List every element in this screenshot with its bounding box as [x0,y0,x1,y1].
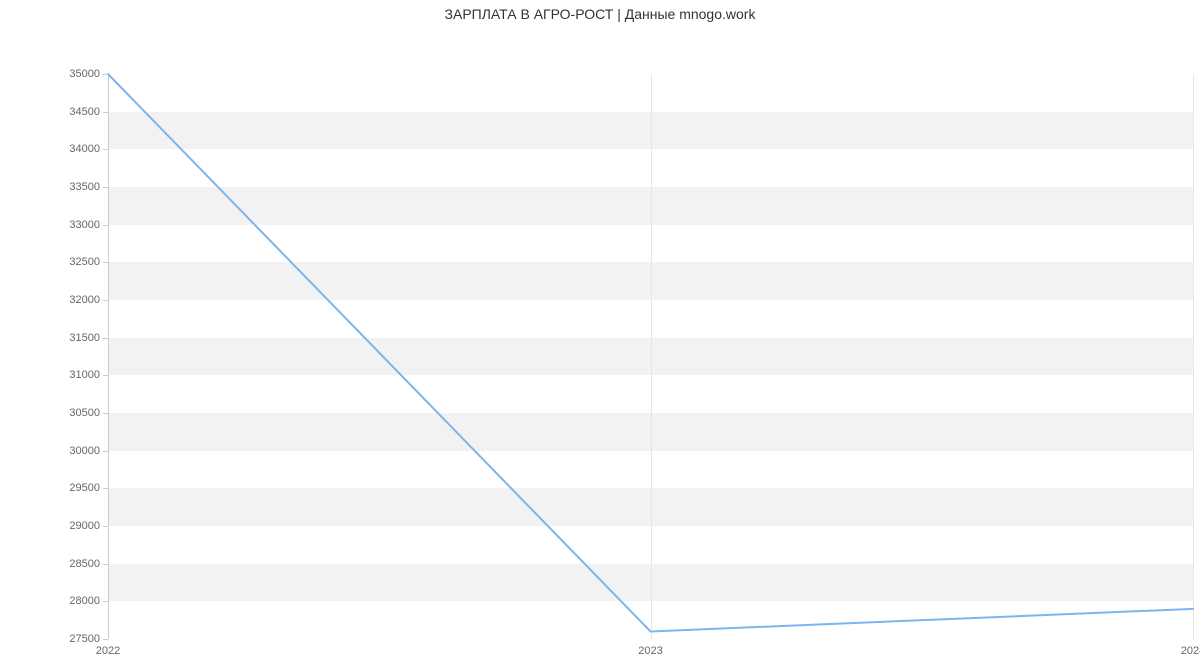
x-tick-label: 2022 [96,645,120,657]
y-tick-label: 32500 [69,256,100,268]
y-tick-mark [103,413,108,414]
y-tick-label: 34000 [69,143,100,155]
y-tick-mark [103,488,108,489]
y-tick-label: 33000 [69,219,100,231]
chart-container: 27500 28000 28500 29000 29500 30000 30500 31000… [0,26,1200,656]
y-tick-mark [103,601,108,602]
y-tick-mark [103,187,108,188]
y-tick-mark [103,338,108,339]
x-tick-label: 2023 [638,645,662,657]
y-tick-mark [103,112,108,113]
y-tick-label: 31500 [69,332,100,344]
y-tick-label: 29500 [69,482,100,494]
y-tick-label: 28500 [69,558,100,570]
y-tick-label: 35000 [69,68,100,80]
y-tick-mark [103,262,108,263]
chart-title: ЗАРПЛАТА В АГРО-РОСТ | Данные mnogo.work [0,0,1200,26]
y-tick-label: 34500 [69,106,100,118]
y-tick-label: 33500 [69,181,100,193]
y-tick-mark [103,300,108,301]
y-tick-mark [103,639,108,640]
x-gridline [1193,74,1194,639]
y-tick-mark [103,225,108,226]
line-series-layer [108,74,1193,639]
y-tick-label: 32000 [69,294,100,306]
y-tick-mark [103,526,108,527]
y-tick-mark [103,375,108,376]
y-tick-mark [103,149,108,150]
y-tick-label: 28000 [69,595,100,607]
y-tick-label: 30500 [69,407,100,419]
y-tick-label: 29000 [69,520,100,532]
y-tick-label: 31000 [69,369,100,381]
y-tick-label: 27500 [69,633,100,645]
y-tick-mark [103,74,108,75]
x-tick-label: 2024 [1181,645,1200,657]
plot-area: 2750028000285002900029500300003050031000… [108,74,1193,639]
series-line [108,74,1193,631]
y-tick-mark [103,451,108,452]
y-tick-mark [103,564,108,565]
y-tick-label: 30000 [69,445,100,457]
